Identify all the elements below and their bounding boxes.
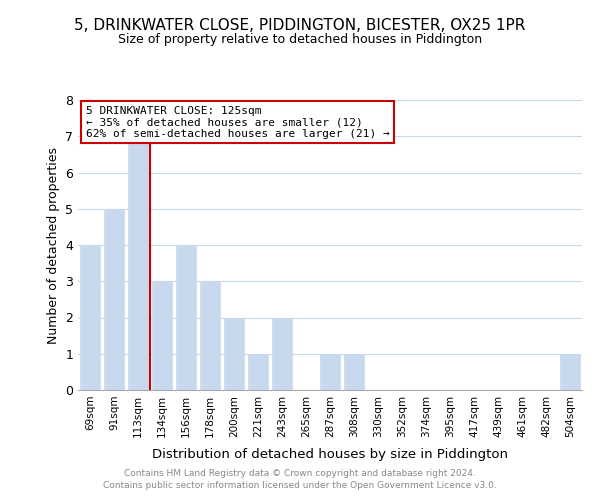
Bar (128, 136, 148, 390)
Bar (320, 354, 340, 390)
Bar (176, 245, 196, 390)
X-axis label: Distribution of detached houses by size in Piddington: Distribution of detached houses by size … (152, 448, 508, 461)
Bar (152, 281, 172, 390)
Bar (224, 318, 244, 390)
Y-axis label: Number of detached properties: Number of detached properties (47, 146, 59, 344)
Text: Contains public sector information licensed under the Open Government Licence v3: Contains public sector information licen… (103, 481, 497, 490)
Text: Size of property relative to detached houses in Piddington: Size of property relative to detached ho… (118, 32, 482, 46)
Text: 5, DRINKWATER CLOSE, PIDDINGTON, BICESTER, OX25 1PR: 5, DRINKWATER CLOSE, PIDDINGTON, BICESTE… (74, 18, 526, 32)
Bar (344, 354, 364, 390)
Bar (560, 354, 580, 390)
Text: Contains HM Land Registry data © Crown copyright and database right 2024.: Contains HM Land Registry data © Crown c… (124, 468, 476, 477)
Bar (248, 354, 268, 390)
Bar (200, 281, 220, 390)
Text: 5 DRINKWATER CLOSE: 125sqm
← 35% of detached houses are smaller (12)
62% of semi: 5 DRINKWATER CLOSE: 125sqm ← 35% of deta… (86, 106, 389, 139)
Bar (104, 209, 124, 390)
Bar (272, 318, 292, 390)
Bar (80, 245, 100, 390)
